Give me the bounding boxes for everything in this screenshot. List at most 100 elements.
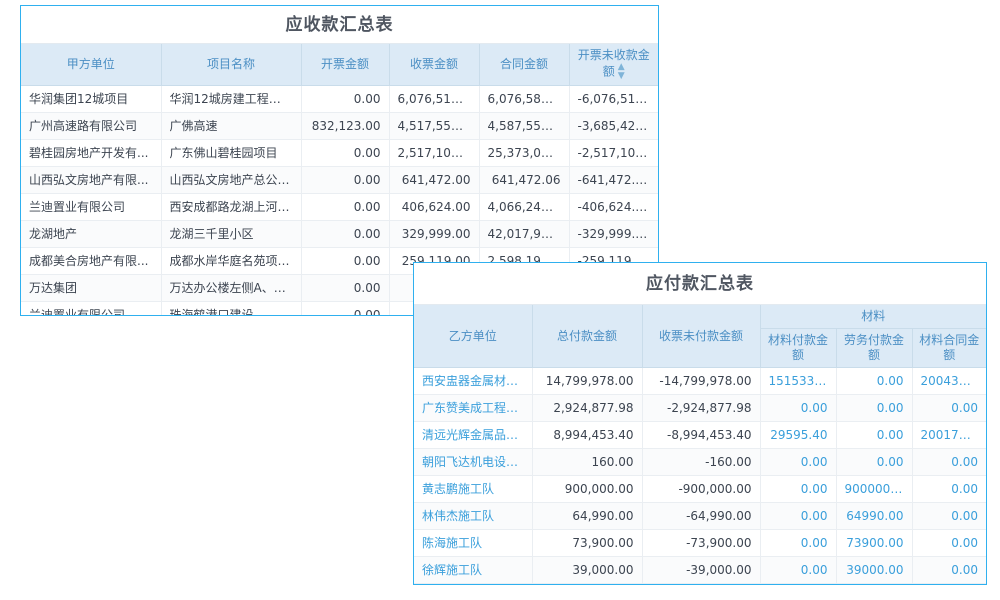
cell-开票金额: 0.00 xyxy=(301,85,390,113)
cell-乙方单位: 广东赞美成工程有限 xyxy=(414,394,533,422)
table-row[interactable]: 碧桂园房地产开发有... 广东佛山碧桂园项目 0.00 2,517,101.00 25,… xyxy=(21,139,658,167)
table-row[interactable]: 陈海施工队 73,900.00 -73,900.00 0.00 73900.00 0.00 xyxy=(414,529,986,557)
cell-合同金额: 25,373,082.00 xyxy=(479,139,570,167)
receivable-summary-panel: 应收款汇总表 甲方单位 项目名称 开票金额 收票金额 合同金额 开票未收款金额 ▲… xyxy=(20,5,659,316)
table-row[interactable]: 黄志鹏施工队 900,000.00 -900,000.00 0.00 900000.00… xyxy=(414,475,986,503)
cell-收票金额: 4,517,550.00 xyxy=(389,112,480,140)
cell-劳务付款金额: 0.00 xyxy=(836,394,913,422)
payable-table-scroll[interactable]: 乙方单位 总付款金额 收票未付款金额 材料 材料付款金额 劳务付款金额 材料合同… xyxy=(414,305,986,584)
col-header-invoice-unpaid-amount[interactable]: 收票未付款金额 xyxy=(642,305,761,368)
cell-甲方单位: 碧桂园房地产开发有... xyxy=(21,139,162,167)
cell-收票金额: 6,076,511.00 xyxy=(389,85,480,113)
cell-甲方单位: 兰迪置业有限公司 xyxy=(21,193,162,221)
cell-总付款金额: 160.00 xyxy=(532,448,643,476)
cell-乙方单位: 徐辉施工队 xyxy=(414,556,533,584)
cell-劳务付款金额: 900000.00 xyxy=(836,475,913,503)
payable-table-body: 西安盅器金属材料有 14,799,978.00 -14,799,978.00 1515… xyxy=(414,367,986,584)
cell-材料合同金额: 200178.00 xyxy=(912,421,986,449)
cell-收票未付款金额: -73,900.00 xyxy=(642,529,761,557)
cell-材料合同金额: 0.00 xyxy=(912,448,986,476)
cell-收票金额: 641,472.00 xyxy=(389,166,480,194)
col-header-contract-amount[interactable]: 合同金额 xyxy=(479,44,570,86)
table-row[interactable]: 徐辉施工队 39,000.00 -39,000.00 0.00 39000.00 0.00 xyxy=(414,556,986,584)
table-row[interactable]: 兰迪置业有限公司 西安成都路龙湖上河城... 0.00 406,624.00 4,066… xyxy=(21,193,658,221)
col-header-material-paid-amount[interactable]: 材料付款金额 xyxy=(760,328,837,368)
cell-项目名称: 广佛高速 xyxy=(161,112,302,140)
cell-材料合同金额: 0.00 xyxy=(912,556,986,584)
cell-项目名称: 西安成都路龙湖上河城... xyxy=(161,193,302,221)
cell-项目名称: 珠海鹤港口建设 xyxy=(161,301,302,315)
table-row[interactable]: 山西弘文房地产有限... 山西弘文房地产总公司... 0.00 641,472.00 6… xyxy=(21,166,658,194)
receivable-table-body: 华润集团12城项目 华润12城房建工程项目 0.00 6,076,511.00 6,07… xyxy=(21,85,658,315)
cell-乙方单位: 清远光辉金属品有限 xyxy=(414,421,533,449)
receivable-table: 甲方单位 项目名称 开票金额 收票金额 合同金额 开票未收款金额 ▲ ▼ 华润集团1… xyxy=(21,44,658,315)
cell-收票未付款金额: -900,000.00 xyxy=(642,475,761,503)
cell-总付款金额: 64,990.00 xyxy=(532,502,643,530)
cell-收票金额: 406,624.00 xyxy=(389,193,480,221)
table-row[interactable]: 龙湖地产 龙湖三千里小区 0.00 329,999.00 42,017,925.00 -3… xyxy=(21,220,658,248)
cell-合同金额: 4,066,240.00 xyxy=(479,193,570,221)
cell-乙方单位: 朝阳飞达机电设备有 xyxy=(414,448,533,476)
table-row[interactable]: 朝阳飞达机电设备有 160.00 -160.00 0.00 0.00 0.00 xyxy=(414,448,986,476)
table-row[interactable]: 西安盅器金属材料有 14,799,978.00 -14,799,978.00 1515… xyxy=(414,367,986,395)
cell-收票未付款金额: -8,994,453.40 xyxy=(642,421,761,449)
cell-甲方单位: 华润集团12城项目 xyxy=(21,85,162,113)
cell-开票金额: 0.00 xyxy=(301,301,390,315)
cell-劳务付款金额: 73900.00 xyxy=(836,529,913,557)
payable-table: 乙方单位 总付款金额 收票未付款金额 材料 材料付款金额 劳务付款金额 材料合同… xyxy=(414,305,986,584)
col-header-material-contract-amount[interactable]: 材料合同金额 xyxy=(912,328,986,368)
col-header-invoiced-unreceived-amount[interactable]: 开票未收款金额 ▲ ▼ xyxy=(569,44,658,86)
cell-项目名称: 山西弘文房地产总公司... xyxy=(161,166,302,194)
cell-开票未收款金额: -2,517,101.00 xyxy=(569,139,658,167)
cell-材料合同金额: 0.00 xyxy=(912,475,986,503)
cell-总付款金额: 900,000.00 xyxy=(532,475,643,503)
payable-panel-title: 应付款汇总表 xyxy=(414,263,986,305)
col-header-invoiced-amount[interactable]: 开票金额 xyxy=(301,44,390,86)
col-header-party-a[interactable]: 甲方单位 xyxy=(21,44,162,86)
cell-开票金额: 0.00 xyxy=(301,193,390,221)
table-row[interactable]: 林伟杰施工队 64,990.00 -64,990.00 0.00 64990.00 0.0… xyxy=(414,502,986,530)
cell-收票金额: 2,517,101.00 xyxy=(389,139,480,167)
col-header-party-b[interactable]: 乙方单位 xyxy=(414,305,533,368)
col-header-project-name[interactable]: 项目名称 xyxy=(161,44,302,86)
table-row[interactable]: 清远光辉金属品有限 8,994,453.40 -8,994,453.40 29595.… xyxy=(414,421,986,449)
cell-甲方单位: 兰迪置业有限公司 xyxy=(21,301,162,315)
col-header-labor-paid-amount[interactable]: 劳务付款金额 xyxy=(836,328,913,368)
table-row[interactable]: 华润集团12城项目 华润12城房建工程项目 0.00 6,076,511.00 6,07… xyxy=(21,85,658,113)
cell-劳务付款金额: 0.00 xyxy=(836,448,913,476)
cell-甲方单位: 山西弘文房地产有限... xyxy=(21,166,162,194)
cell-收票未付款金额: -14,799,978.00 xyxy=(642,367,761,395)
cell-材料付款金额: 0.00 xyxy=(760,502,837,530)
col-header-total-paid-amount[interactable]: 总付款金额 xyxy=(532,305,643,368)
cell-劳务付款金额: 39000.00 xyxy=(836,556,913,584)
cell-甲方单位: 成都美合房地产有限... xyxy=(21,247,162,275)
table-row[interactable]: 广州高速路有限公司 广佛高速 832,123.00 4,517,550.00 4,587… xyxy=(21,112,658,140)
cell-材料付款金额: 0.00 xyxy=(760,448,837,476)
cell-收票未付款金额: -160.00 xyxy=(642,448,761,476)
cell-开票未收款金额: -6,076,511.00 xyxy=(569,85,658,113)
cell-甲方单位: 龙湖地产 xyxy=(21,220,162,248)
cell-总付款金额: 73,900.00 xyxy=(532,529,643,557)
cell-项目名称: 华润12城房建工程项目 xyxy=(161,85,302,113)
cell-开票未收款金额: -3,685,427.00 xyxy=(569,112,658,140)
cell-开票未收款金额: -329,999.00 xyxy=(569,220,658,248)
cell-开票金额: 832,123.00 xyxy=(301,112,390,140)
cell-乙方单位: 陈海施工队 xyxy=(414,529,533,557)
col-header-received-invoice-amount[interactable]: 收票金额 xyxy=(389,44,480,86)
cell-甲方单位: 广州高速路有限公司 xyxy=(21,112,162,140)
cell-收票未付款金额: -39,000.00 xyxy=(642,556,761,584)
cell-甲方单位: 万达集团 xyxy=(21,274,162,302)
receivable-table-scroll[interactable]: 甲方单位 项目名称 开票金额 收票金额 合同金额 开票未收款金额 ▲ ▼ 华润集团1… xyxy=(21,44,658,315)
cell-乙方单位: 西安盅器金属材料有 xyxy=(414,367,533,395)
payable-group-header-row: 乙方单位 总付款金额 收票未付款金额 材料 xyxy=(414,305,986,368)
cell-合同金额: 42,017,925.00 xyxy=(479,220,570,248)
cell-项目名称: 成都水岸华庭名苑项目... xyxy=(161,247,302,275)
cell-开票金额: 0.00 xyxy=(301,247,390,275)
cell-开票金额: 0.00 xyxy=(301,139,390,167)
cell-开票金额: 0.00 xyxy=(301,274,390,302)
table-row[interactable]: 广东赞美成工程有限 2,924,877.98 -2,924,877.98 0.00 0.… xyxy=(414,394,986,422)
cell-合同金额: 641,472.06 xyxy=(479,166,570,194)
cell-材料付款金额: 0.00 xyxy=(760,475,837,503)
cell-收票未付款金额: -64,990.00 xyxy=(642,502,761,530)
sort-ascending-icon[interactable]: ▲ ▼ xyxy=(617,62,625,81)
